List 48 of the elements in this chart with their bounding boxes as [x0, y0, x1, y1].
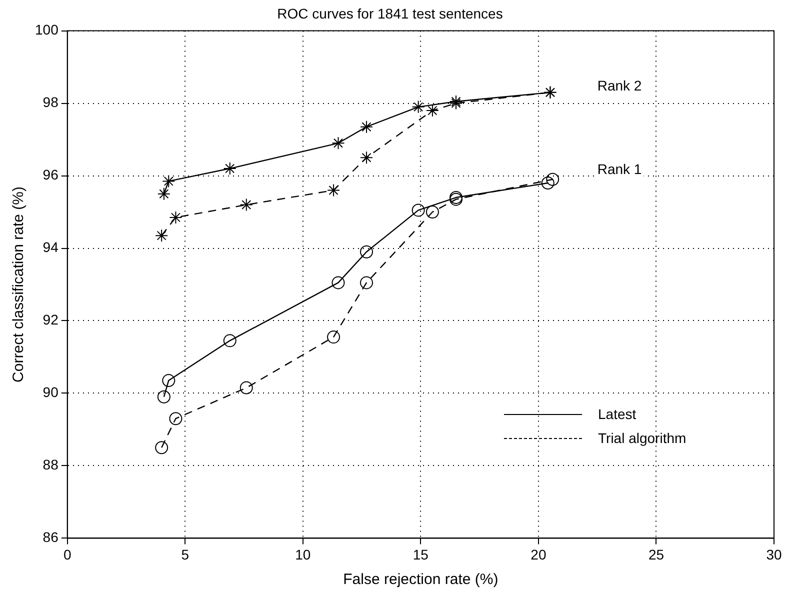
- point: [157, 187, 170, 200]
- point: [541, 176, 554, 190]
- x-tick-label: 15: [412, 546, 429, 562]
- x-tick-label: 10: [295, 546, 311, 562]
- point: [426, 104, 439, 118]
- y-tick-label: 92: [42, 312, 59, 328]
- point: [360, 120, 374, 134]
- point: [546, 172, 560, 186]
- x-axis-title: False rejection rate (%): [343, 571, 498, 588]
- point: [360, 151, 374, 164]
- point: [162, 374, 176, 388]
- chart-title: ROC curves for 1841 test sentences: [277, 5, 503, 22]
- annotation: Rank 1: [597, 161, 642, 178]
- point: [162, 174, 176, 188]
- point: [327, 184, 340, 197]
- point: [332, 276, 345, 290]
- point: [426, 206, 439, 219]
- point: [360, 245, 374, 258]
- point: [327, 330, 340, 344]
- point: [169, 412, 182, 426]
- x-tick-label: 25: [648, 546, 664, 562]
- text: Latest: [598, 406, 636, 422]
- y-tick-label: 86: [42, 529, 59, 546]
- point: [223, 334, 236, 348]
- point: [157, 390, 170, 404]
- point: [155, 229, 168, 242]
- point: [155, 441, 168, 454]
- x-tick-label: 30: [766, 546, 782, 562]
- x-tick-label: 0: [63, 546, 72, 562]
- point: [360, 276, 374, 290]
- point: [332, 136, 345, 150]
- point: [223, 162, 236, 176]
- point: [240, 198, 253, 212]
- y-tick-label: 96: [42, 166, 59, 183]
- annotation: Rank 2: [597, 77, 642, 94]
- point: [240, 381, 253, 394]
- x-tick-label: 5: [181, 546, 190, 562]
- y-tick-label: 88: [42, 456, 59, 473]
- y-tick-label: 98: [42, 94, 59, 110]
- point: [169, 210, 182, 224]
- y-axis-title: Correct classification rate (%): [10, 186, 28, 382]
- point: [412, 100, 425, 114]
- y-tick-label: 94: [42, 239, 59, 256]
- point: [412, 204, 425, 217]
- y-tick-label: 100: [35, 22, 59, 38]
- text: Trial algorithm: [598, 430, 686, 446]
- x-tick-label: 20: [530, 546, 546, 562]
- y-tick-label: 90: [42, 384, 59, 400]
